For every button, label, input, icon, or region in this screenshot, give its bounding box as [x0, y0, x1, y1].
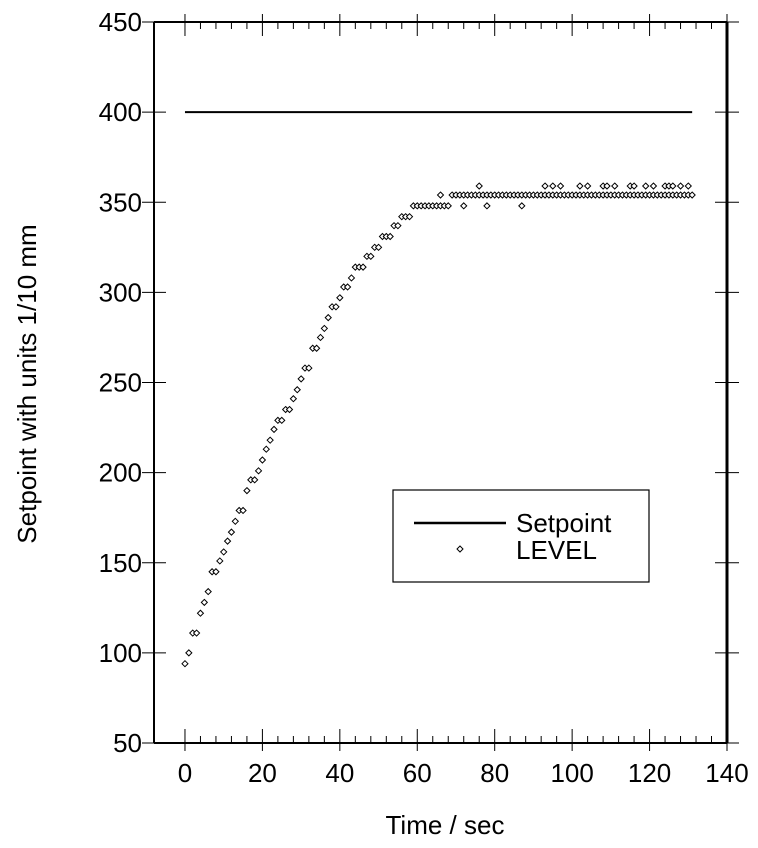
level-point: [320, 324, 329, 333]
level-point: [630, 182, 638, 190]
series: [181, 111, 696, 668]
level-point: [336, 294, 344, 302]
level-point: [374, 243, 383, 252]
level-point: [669, 182, 677, 190]
legend-level-marker: [456, 545, 464, 553]
x-axis-title: Time / sec: [386, 810, 505, 840]
tick-labels: 0 20 40 60 80 100 120 140 50 100 150 200 250 300 350 40…: [99, 7, 749, 788]
level-point: [216, 557, 224, 565]
x-tick-label: 0: [178, 758, 192, 788]
level-point: [541, 182, 549, 190]
level-point: [227, 528, 236, 536]
level-point: [367, 252, 375, 261]
y-tick-label: 400: [99, 97, 142, 127]
level-point: [278, 416, 286, 425]
y-tick-label: 50: [113, 728, 142, 758]
y-tick-label: 250: [99, 368, 142, 398]
level-point: [583, 182, 592, 190]
level-point: [386, 232, 394, 241]
y-tick-label: 200: [99, 458, 142, 488]
level-point: [475, 182, 483, 190]
level-point: [223, 537, 232, 545]
level-point: [285, 405, 294, 414]
level-point: [316, 333, 325, 342]
y-tick-label: 450: [99, 7, 142, 37]
level-point: [250, 476, 259, 484]
level-point: [460, 202, 468, 210]
level-point: [297, 375, 305, 383]
level-point: [200, 598, 209, 607]
y-tick-label: 100: [99, 638, 142, 668]
x-tick-label: 60: [403, 758, 432, 788]
level-point: [641, 182, 650, 190]
level-point: [603, 182, 611, 190]
y-tick-label: 350: [99, 187, 142, 217]
level-point: [266, 436, 274, 444]
axis-ticks: [142, 14, 739, 751]
level-point: [312, 344, 321, 352]
x-tick-label: 100: [550, 758, 593, 788]
level-point: [611, 182, 619, 190]
x-tick-label: 20: [248, 758, 277, 788]
level-point: [444, 202, 452, 210]
legend-box: [392, 489, 650, 583]
level-point: [293, 386, 301, 394]
level-point: [649, 182, 658, 190]
y-tick-label: 150: [99, 548, 142, 578]
level-point: [258, 456, 267, 464]
level-point: [192, 629, 201, 637]
level-point: [239, 506, 247, 515]
level-point: [181, 659, 189, 668]
level-point: [270, 425, 278, 434]
level-point: [289, 395, 298, 403]
level-point: [231, 517, 240, 525]
y-axis-title: Setpoint with units 1/10 mm: [12, 224, 42, 543]
level-point: [219, 548, 228, 556]
level-point: [576, 182, 584, 190]
level-point: [549, 182, 557, 190]
level-point: [676, 182, 685, 190]
x-tick-label: 40: [325, 758, 354, 788]
level-point: [436, 191, 445, 199]
level-point: [405, 212, 414, 221]
level-point: [332, 303, 340, 311]
legend: Setpoint LEVEL: [392, 489, 650, 583]
y-tick-label: 300: [99, 277, 142, 307]
level-point: [305, 364, 313, 372]
level-point: [359, 263, 367, 271]
level-point: [684, 182, 692, 190]
level-point: [324, 313, 332, 322]
x-tick-label: 140: [705, 758, 748, 788]
legend-level-label: LEVEL: [516, 535, 597, 565]
level-point: [204, 587, 212, 596]
level-point: [185, 649, 193, 657]
level-point: [196, 609, 205, 617]
level-point: [243, 486, 251, 495]
level-point: [347, 274, 356, 282]
level-point: [483, 202, 491, 210]
level-point: [262, 445, 270, 453]
legend-setpoint-label: Setpoint: [516, 508, 612, 538]
level-point: [212, 568, 220, 576]
level-point: [518, 202, 526, 210]
level-point: [556, 182, 565, 190]
x-tick-label: 120: [628, 758, 671, 788]
x-tick-label: 80: [480, 758, 509, 788]
level-point: [688, 191, 696, 199]
level-point: [394, 221, 402, 230]
level-point: [254, 467, 263, 475]
plot-frame: [153, 21, 729, 744]
level-point: [343, 283, 352, 291]
